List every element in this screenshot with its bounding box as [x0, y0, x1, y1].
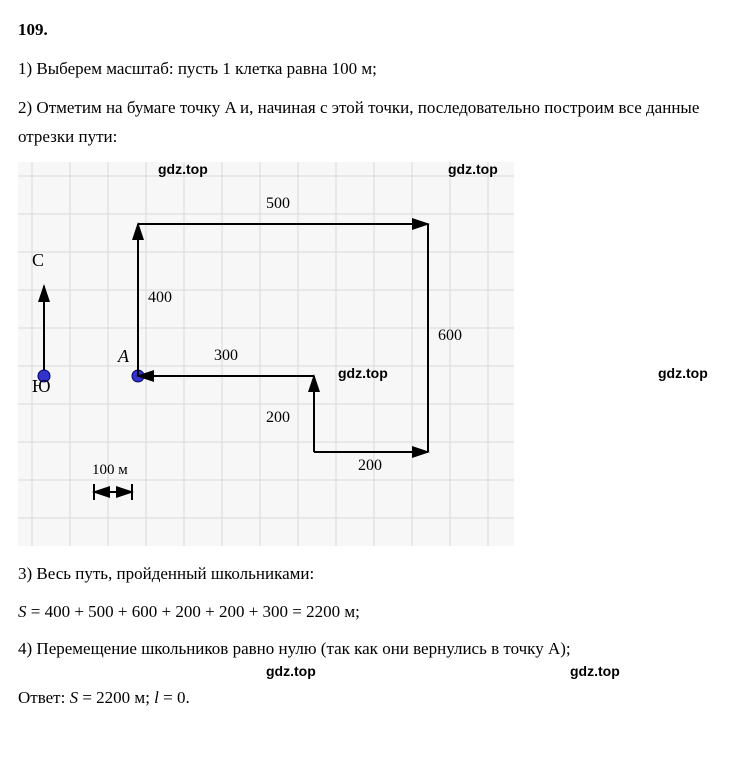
- svg-text:A: A: [117, 346, 130, 366]
- svg-text:400: 400: [148, 289, 172, 306]
- svg-text:С: С: [32, 250, 44, 270]
- answer-line: Ответ: S = 2200 м; l = 0.: [18, 684, 714, 713]
- svg-text:100 м: 100 м: [92, 462, 128, 478]
- svg-text:600: 600: [438, 327, 462, 344]
- watermark: gdz.top: [448, 158, 498, 182]
- watermark: gdz.top: [158, 158, 208, 182]
- step-2: 2) Отметим на бумаге точку A и, начиная …: [18, 94, 714, 152]
- answer-S-val: = 2200 м;: [78, 688, 154, 707]
- watermark: gdz.top: [266, 660, 316, 684]
- answer-l-val: = 0.: [159, 688, 190, 707]
- watermark: gdz.top: [570, 660, 620, 684]
- answer-label: Ответ:: [18, 688, 70, 707]
- problem-number: 109.: [18, 16, 714, 45]
- svg-text:200: 200: [358, 457, 382, 474]
- diagram-svg: С Ю A 400 500 600 200 200 300 100 м: [18, 162, 514, 546]
- equation-body: 400 + 500 + 600 + 200 + 200 + 300 = 2200: [45, 602, 345, 621]
- path-equation: S = 400 + 500 + 600 + 200 + 200 + 300 = …: [18, 598, 714, 627]
- path-diagram: СЮA400500600200200300100 м gdz.topgdz.to…: [18, 162, 514, 546]
- svg-text:500: 500: [266, 195, 290, 212]
- svg-text:300: 300: [214, 347, 238, 364]
- equation-eq: =: [27, 602, 45, 621]
- step-1: 1) Выберем масштаб: пусть 1 клетка равна…: [18, 55, 714, 84]
- answer-S-var: S: [70, 688, 79, 707]
- watermark: gdz.top: [338, 362, 388, 386]
- svg-text:200: 200: [266, 409, 290, 426]
- svg-text:Ю: Ю: [32, 376, 51, 396]
- step-3: 3) Весь путь, пройденный школьниками:: [18, 560, 714, 589]
- equation-lhs: S: [18, 602, 27, 621]
- watermark: gdz.top: [658, 362, 708, 386]
- equation-unit: м;: [344, 602, 359, 621]
